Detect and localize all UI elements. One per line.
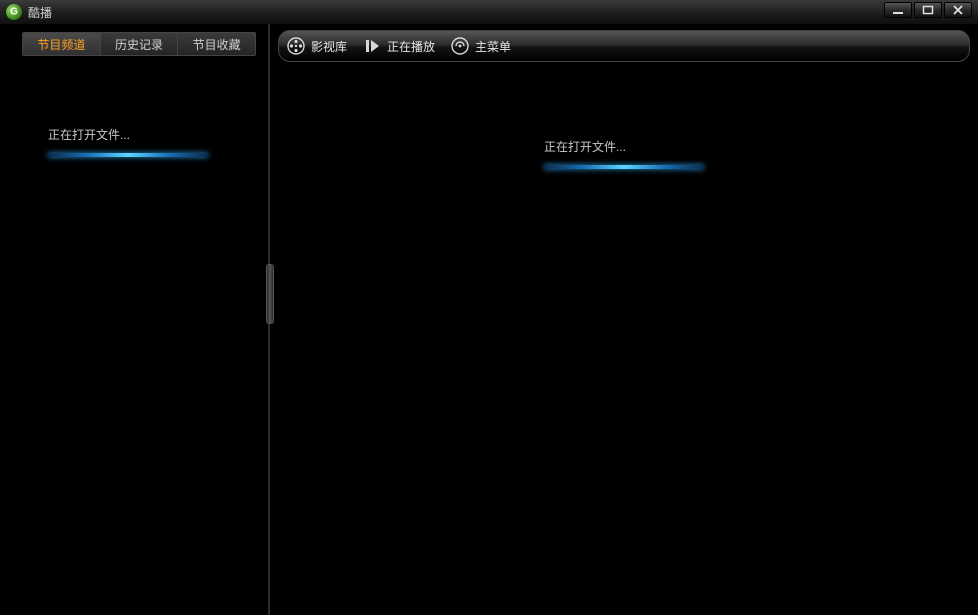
content-area: 节目频道 历史记录 节目收藏 正在打开文件...	[0, 24, 978, 615]
toolbar-item-label: 主菜单	[475, 38, 511, 55]
menu-circle-icon	[451, 37, 469, 55]
minimize-button[interactable]	[884, 2, 912, 18]
main-body: 正在打开文件...	[270, 62, 978, 615]
minimize-icon	[892, 5, 904, 15]
app-icon	[6, 4, 22, 20]
sidebar-tab-favorites[interactable]: 节目收藏	[178, 33, 255, 55]
film-reel-icon	[287, 37, 305, 55]
sidebar-tabs: 节目频道 历史记录 节目收藏	[22, 32, 256, 56]
window-controls	[884, 2, 972, 18]
toolbar-item-main-menu[interactable]: 主菜单	[451, 37, 511, 55]
toolbar-item-library[interactable]: 影视库	[287, 37, 347, 55]
sidebar-loading-text: 正在打开文件...	[48, 126, 268, 143]
sidebar-tab-channels[interactable]: 节目频道	[23, 33, 101, 55]
main-toolbar: 影视库 正在播放 主菜	[278, 30, 970, 62]
sidebar-loading: 正在打开文件...	[0, 126, 268, 157]
main-progress-bar	[544, 165, 704, 169]
sidebar-tab-label: 节目频道	[37, 36, 85, 53]
sidebar-progress-bar	[48, 153, 208, 157]
close-button[interactable]	[944, 2, 972, 18]
sidebar-tab-label: 历史记录	[115, 36, 163, 53]
toolbar-item-now-playing[interactable]: 正在播放	[363, 37, 435, 55]
main-loading: 正在打开文件...	[544, 138, 704, 169]
maximize-button[interactable]	[914, 2, 942, 18]
maximize-icon	[922, 5, 934, 15]
toolbar-item-label: 影视库	[311, 38, 347, 55]
main-loading-text: 正在打开文件...	[544, 138, 704, 155]
app-title: 酷播	[28, 4, 52, 21]
sidebar: 节目频道 历史记录 节目收藏 正在打开文件...	[0, 24, 270, 615]
close-icon	[952, 5, 964, 15]
sidebar-tab-label: 节目收藏	[193, 36, 241, 53]
sidebar-tab-history[interactable]: 历史记录	[101, 33, 179, 55]
toolbar-item-label: 正在播放	[387, 38, 435, 55]
title-bar: 酷播	[0, 0, 978, 24]
main-panel: 影视库 正在播放 主菜	[270, 24, 978, 615]
play-icon	[363, 37, 381, 55]
